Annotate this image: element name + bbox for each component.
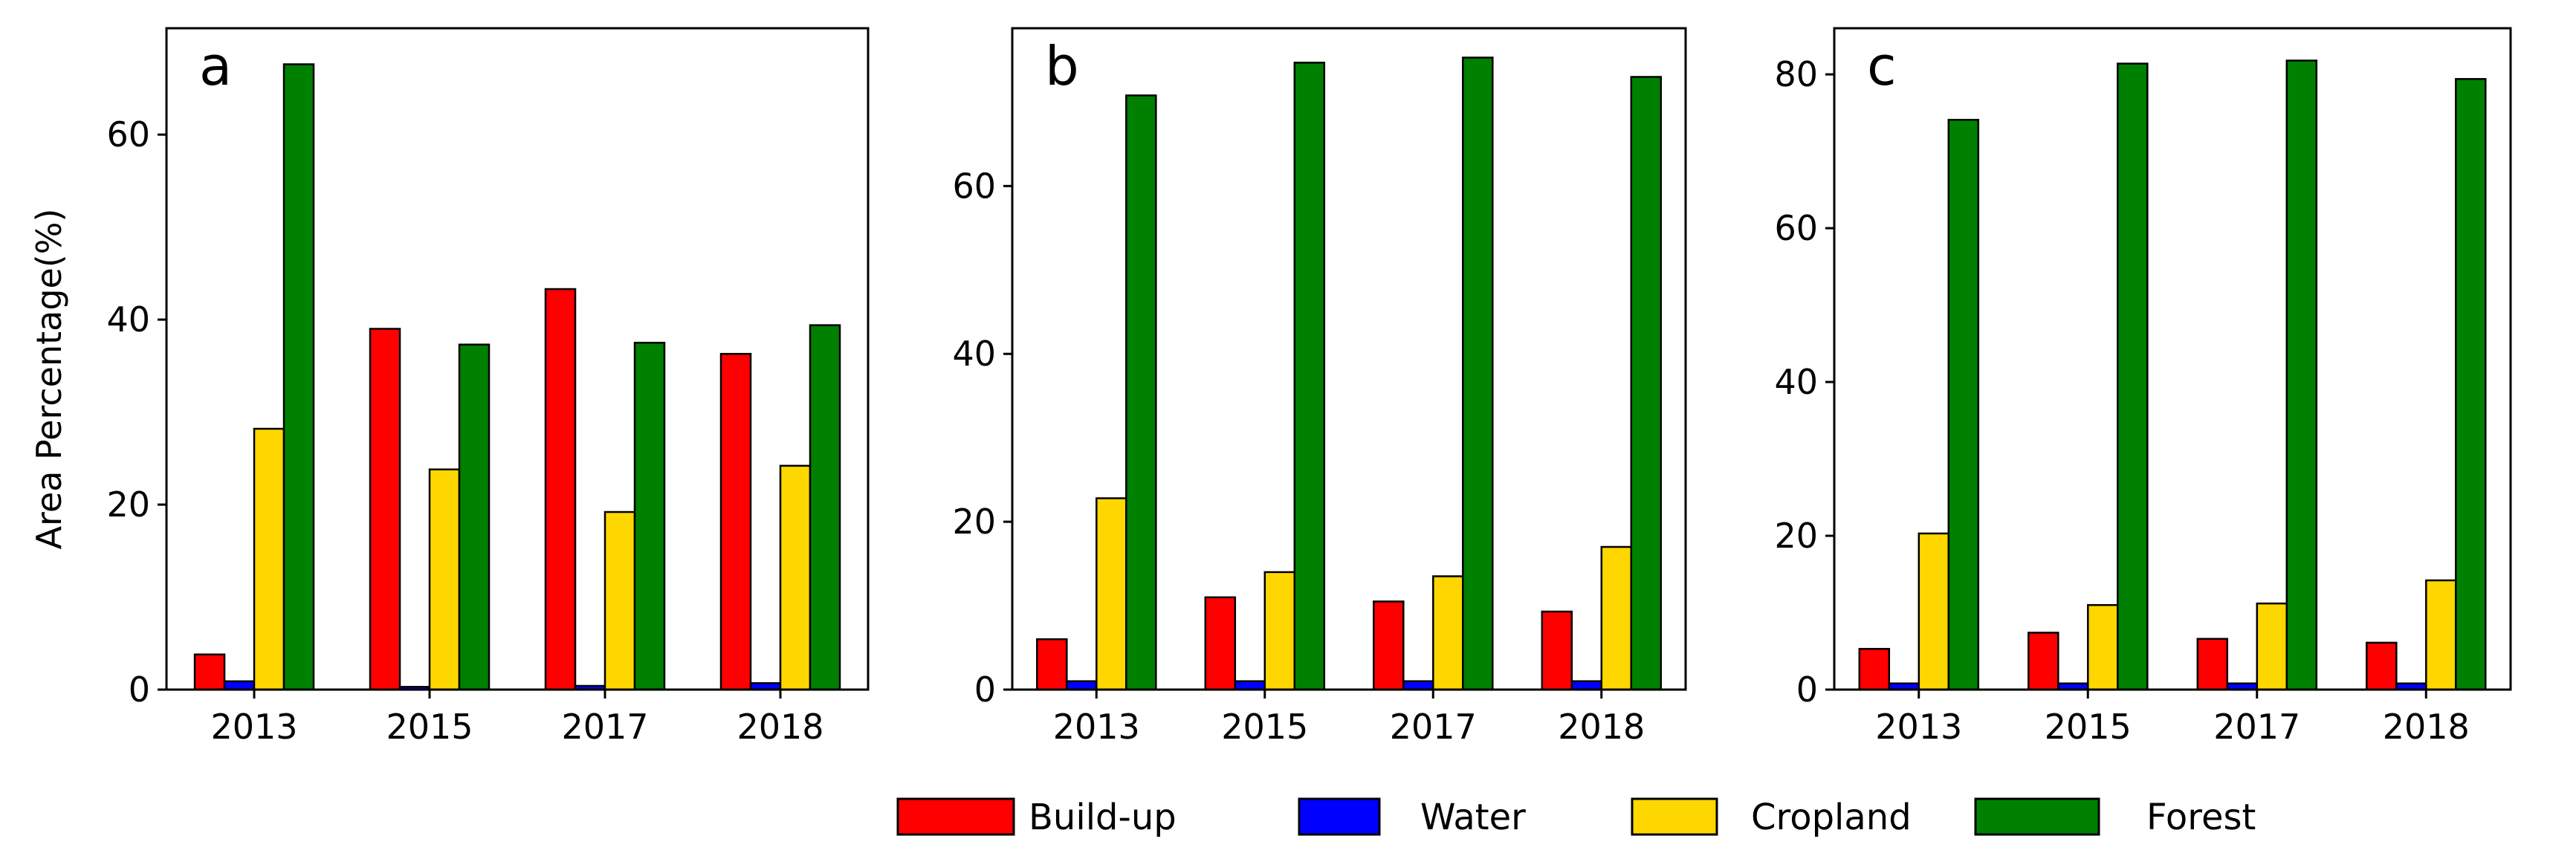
plot-frame — [1011, 27, 1687, 691]
x-tick-label: 2018 — [737, 707, 823, 747]
y-tick-label: 40 — [106, 299, 150, 340]
x-tick-label: 2017 — [561, 707, 648, 747]
legend-swatch-water — [1298, 797, 1381, 836]
bar-a-build-up-2018 — [719, 352, 752, 691]
x-tick-label: 2015 — [2045, 707, 2132, 747]
legend-swatch-buildup — [896, 797, 1015, 836]
legend-swatch-cropland — [1631, 797, 1718, 836]
bar-a-cropland-2017 — [603, 511, 636, 691]
bar-c-build-up-2013 — [1858, 647, 1891, 691]
y-tick-label: 0 — [1796, 670, 1818, 710]
legend: Build-up Water Cropland Forest — [896, 797, 2256, 838]
bar-a-build-up-2013 — [193, 653, 226, 691]
x-tick-label: 2015 — [1221, 707, 1308, 747]
bar-a-forest-2017 — [633, 341, 666, 691]
bar-a-cropland-2015 — [428, 468, 461, 691]
x-tick-label: 2013 — [1875, 707, 1962, 747]
panel-a: 2013 2015 2017 2018 0 20 40 60 a — [106, 27, 870, 747]
bar-c-build-up-2018 — [2366, 641, 2398, 691]
y-tick-label: 60 — [106, 114, 150, 155]
bar-b-water-2015 — [1234, 680, 1266, 691]
bar-b-build-up-2013 — [1036, 638, 1068, 691]
bar-b-water-2013 — [1066, 680, 1098, 691]
bar-b-cropland-2017 — [1432, 575, 1464, 691]
bar-a-water-2013 — [223, 680, 256, 691]
y-tick-label: 20 — [106, 485, 150, 525]
x-tick-label: 2017 — [2213, 707, 2300, 747]
x-tick-label: 2018 — [2383, 707, 2470, 747]
bar-b-build-up-2017 — [1373, 600, 1405, 691]
bar-c-forest-2018 — [2455, 78, 2487, 691]
bar-c-build-up-2017 — [2196, 638, 2229, 691]
y-tick-label: 40 — [1774, 362, 1818, 402]
y-tick-label: 60 — [952, 166, 996, 206]
bar-b-forest-2017 — [1462, 56, 1494, 691]
panel-b: 2013 2015 2017 2018 0 20 40 60 b — [952, 27, 1687, 747]
bar-c-cropland-2015 — [2087, 603, 2119, 691]
y-tick-label: 80 — [1774, 54, 1818, 94]
panel-label: c — [1867, 35, 1897, 97]
bar-b-build-up-2018 — [1541, 610, 1573, 691]
bar-b-water-2017 — [1402, 680, 1434, 691]
bar-c-forest-2017 — [2285, 59, 2318, 691]
bar-b-build-up-2015 — [1204, 596, 1237, 691]
bar-c-forest-2015 — [2117, 62, 2149, 691]
plot-frame — [1833, 27, 2512, 691]
legend-label-water: Water — [1420, 797, 1526, 838]
panel-label: b — [1045, 35, 1079, 97]
bar-c-build-up-2015 — [2028, 632, 2059, 691]
legend-label-buildup: Build-up — [1029, 797, 1177, 838]
y-tick-label: 0 — [129, 670, 150, 710]
y-tick-label: 60 — [1774, 208, 1818, 248]
x-tick-label: 2013 — [1053, 707, 1140, 747]
bar-a-build-up-2015 — [369, 328, 401, 691]
bar-c-cropland-2017 — [2256, 602, 2288, 691]
x-tick-label: 2013 — [210, 707, 297, 747]
y-tick-label: 20 — [952, 502, 996, 542]
x-tick-label: 2017 — [1390, 707, 1477, 747]
bar-b-water-2018 — [1570, 680, 1603, 691]
bar-c-cropland-2013 — [1918, 532, 1950, 691]
y-tick-label: 40 — [952, 334, 996, 374]
bar-a-cropland-2018 — [779, 464, 812, 691]
bar-b-forest-2018 — [1630, 76, 1663, 691]
bar-c-cropland-2018 — [2425, 579, 2457, 691]
bar-a-cropland-2013 — [253, 427, 285, 691]
panel-c: 2013 2015 2017 2018 0 20 40 60 80 c — [1774, 27, 2512, 747]
bar-a-forest-2013 — [282, 63, 315, 691]
bar-a-forest-2018 — [809, 324, 841, 691]
x-tick-label: 2015 — [386, 707, 473, 747]
legend-label-forest: Forest — [2146, 797, 2256, 838]
bar-b-forest-2013 — [1125, 94, 1157, 691]
bar-a-build-up-2017 — [544, 288, 577, 691]
bar-c-forest-2013 — [1947, 118, 1980, 691]
bar-b-cropland-2013 — [1096, 497, 1127, 691]
y-tick-label: 20 — [1774, 516, 1818, 556]
legend-label-cropland: Cropland — [1751, 797, 1912, 838]
legend-swatch-forest — [1974, 797, 2100, 836]
panel-label: a — [199, 35, 232, 97]
plot-frame — [165, 27, 870, 691]
y-axis-label: Area Percentage(%) — [29, 209, 69, 550]
y-tick-label: 0 — [974, 670, 996, 710]
bar-b-forest-2015 — [1293, 62, 1326, 691]
x-tick-label: 2018 — [1558, 707, 1645, 747]
bar-a-forest-2015 — [458, 343, 491, 691]
bar-b-cropland-2015 — [1263, 571, 1296, 691]
bar-b-cropland-2018 — [1600, 545, 1633, 691]
